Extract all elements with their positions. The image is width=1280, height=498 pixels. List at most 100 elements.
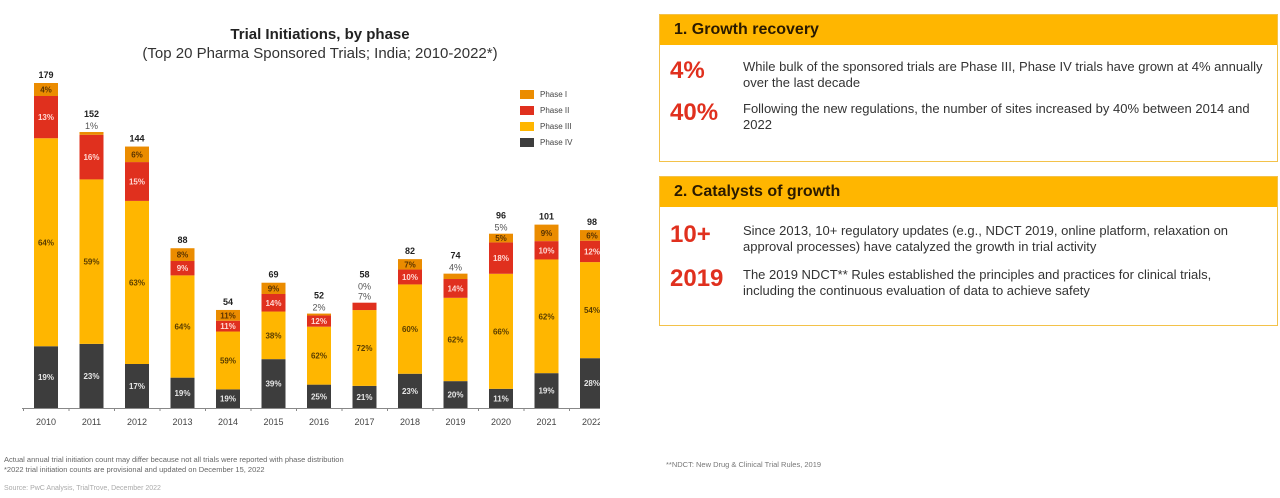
bar-segment-phase-iv (307, 384, 331, 408)
stat-description: While bulk of the sponsored trials are P… (743, 59, 1263, 90)
bar-segment-phase-ii (261, 293, 286, 312)
panel-title: 2. Catalysts of growth (660, 177, 1277, 207)
chart-title: Trial Initiations, by phase (230, 26, 410, 43)
bar-total-label: 69 (268, 270, 278, 280)
stat-description: The 2019 NDCT** Rules established the pr… (743, 267, 1212, 298)
segment-label: 23% (83, 372, 99, 381)
bar-segment-phase-ii (216, 320, 240, 332)
bar-segment-phase-ii (34, 96, 58, 139)
bar-segment-phase-iv (79, 343, 104, 408)
bar-segment-phase-i (261, 282, 286, 294)
legend-label: Phase III (540, 121, 572, 131)
bar-segment-phase-iv (261, 359, 286, 408)
x-tick-label: 2011 (82, 417, 101, 427)
segment-label: 64% (174, 323, 190, 332)
segment-label: 9% (177, 264, 189, 273)
legend-swatch-phase-1 (520, 89, 534, 99)
bar-segment-phase-ii (352, 302, 377, 311)
outside-segment-label: 7% (358, 292, 371, 302)
segment-label: 17% (129, 382, 145, 391)
bar-segment-phase-iii (34, 138, 58, 347)
segment-label: 13% (38, 113, 54, 122)
outside-segment-label: 1% (85, 121, 98, 131)
stacked-bar-chart: 19% 64% 13% 4% 2010 179 23% 59% 16% 2011 1% 152 17% 6… (22, 70, 600, 427)
segment-label: 54% (584, 306, 600, 315)
bar-segment-phase-iii (216, 331, 240, 390)
segment-label: 23% (402, 387, 418, 396)
x-tick-label: 2022 (582, 417, 600, 427)
bar-segment-phase-iii (170, 275, 195, 378)
bar-segment-phase-i (580, 230, 600, 241)
panel-catalysts-of-growth: 2. Catalysts of growth 10+ Since 2013, 1… (659, 176, 1278, 326)
legend-swatch-phase-3 (520, 121, 534, 131)
ndct-footnote: **NDCT: New Drug & Clinical Trial Rules,… (666, 460, 822, 469)
segment-label: 9% (268, 284, 280, 293)
bar-total-label: 144 (129, 134, 144, 144)
segment-label: 19% (220, 395, 236, 404)
segment-label: 11% (493, 394, 509, 403)
bar-segment-phase-iv (443, 381, 468, 408)
bar-segment-phase-ii (443, 279, 468, 298)
bar-total-label: 54 (223, 297, 233, 307)
bar-segment-phase-i (443, 273, 468, 280)
bar-segment-phase-iv (34, 346, 58, 408)
segment-label: 64% (38, 238, 54, 247)
bar-segment-phase-iii (443, 297, 468, 382)
segment-label: 25% (311, 392, 327, 401)
segment-label: 8% (177, 251, 189, 260)
bar-segment-phase-ii (398, 269, 422, 285)
panel-growth-recovery: 1. Growth recovery 4% While bulk of the … (659, 14, 1278, 162)
x-tick-label: 2016 (309, 417, 329, 427)
bar-segment-phase-ii (489, 242, 513, 274)
bar-segment-phase-iii (352, 310, 377, 386)
bar-total-label: 152 (84, 109, 99, 119)
segment-label: 19% (538, 387, 554, 396)
bar-total-label: 179 (38, 70, 53, 80)
bar-segment-phase-iii (398, 284, 422, 374)
bar-segment-phase-ii (534, 241, 559, 260)
source-note: Source: PwC Analysis, TrialTrove, Decemb… (4, 485, 161, 492)
x-tick-label: 2018 (400, 417, 420, 427)
legend-label: Phase I (540, 89, 568, 99)
x-tick-label: 2017 (354, 417, 374, 427)
segment-label: 5% (495, 234, 507, 243)
bar-segment-phase-ii (79, 134, 104, 180)
bar-segment-phase-iii (580, 262, 600, 359)
bar-segment-phase-ii (580, 240, 600, 263)
segment-label: 66% (493, 327, 509, 336)
x-tick-label: 2020 (491, 417, 511, 427)
x-tick-label: 2010 (36, 417, 56, 427)
bar-segment-phase-iii (534, 259, 559, 374)
legend-label: Phase II (540, 105, 570, 115)
bar-total-label: 96 (496, 211, 506, 221)
bar-total-label: 101 (539, 212, 554, 222)
segment-label: 4% (40, 86, 52, 95)
segment-label: 14% (265, 299, 281, 308)
segment-label: 20% (447, 391, 463, 400)
segment-label: 19% (174, 389, 190, 398)
bar-segment-phase-ii (170, 261, 195, 276)
segment-label: 18% (493, 254, 509, 263)
bar-total-label: 74 (450, 251, 460, 261)
stat-value: 40% (670, 99, 719, 126)
bar-segment-phase-iv (170, 377, 195, 408)
bar-segment-phase-iv (216, 389, 240, 408)
legend-item-phase-1: Phase I (520, 86, 572, 102)
segment-label: 28% (584, 379, 600, 388)
segment-label: 60% (402, 325, 418, 334)
stat-item: 2019 The 2019 NDCT** Rules established t… (660, 263, 1277, 301)
bar-segment-phase-ii (307, 315, 331, 327)
outside-segment-label: 2% (312, 303, 325, 313)
x-tick-label: 2013 (172, 417, 192, 427)
bar-segment-phase-i (534, 224, 559, 242)
segment-label: 12% (584, 247, 600, 256)
segment-label: 6% (586, 231, 598, 240)
bar-segment-phase-ii (125, 162, 149, 201)
segment-label: 11% (220, 311, 236, 320)
segment-label: 16% (83, 153, 99, 162)
segment-label: 10% (538, 246, 554, 255)
stat-value: 10+ (670, 221, 711, 248)
footnote-reporting: Actual annual trial initiation count may… (4, 455, 344, 464)
stat-description: Since 2013, 10+ regulatory updates (e.g.… (743, 223, 1229, 254)
stat-item: 4% While bulk of the sponsored trials ar… (660, 55, 1277, 93)
